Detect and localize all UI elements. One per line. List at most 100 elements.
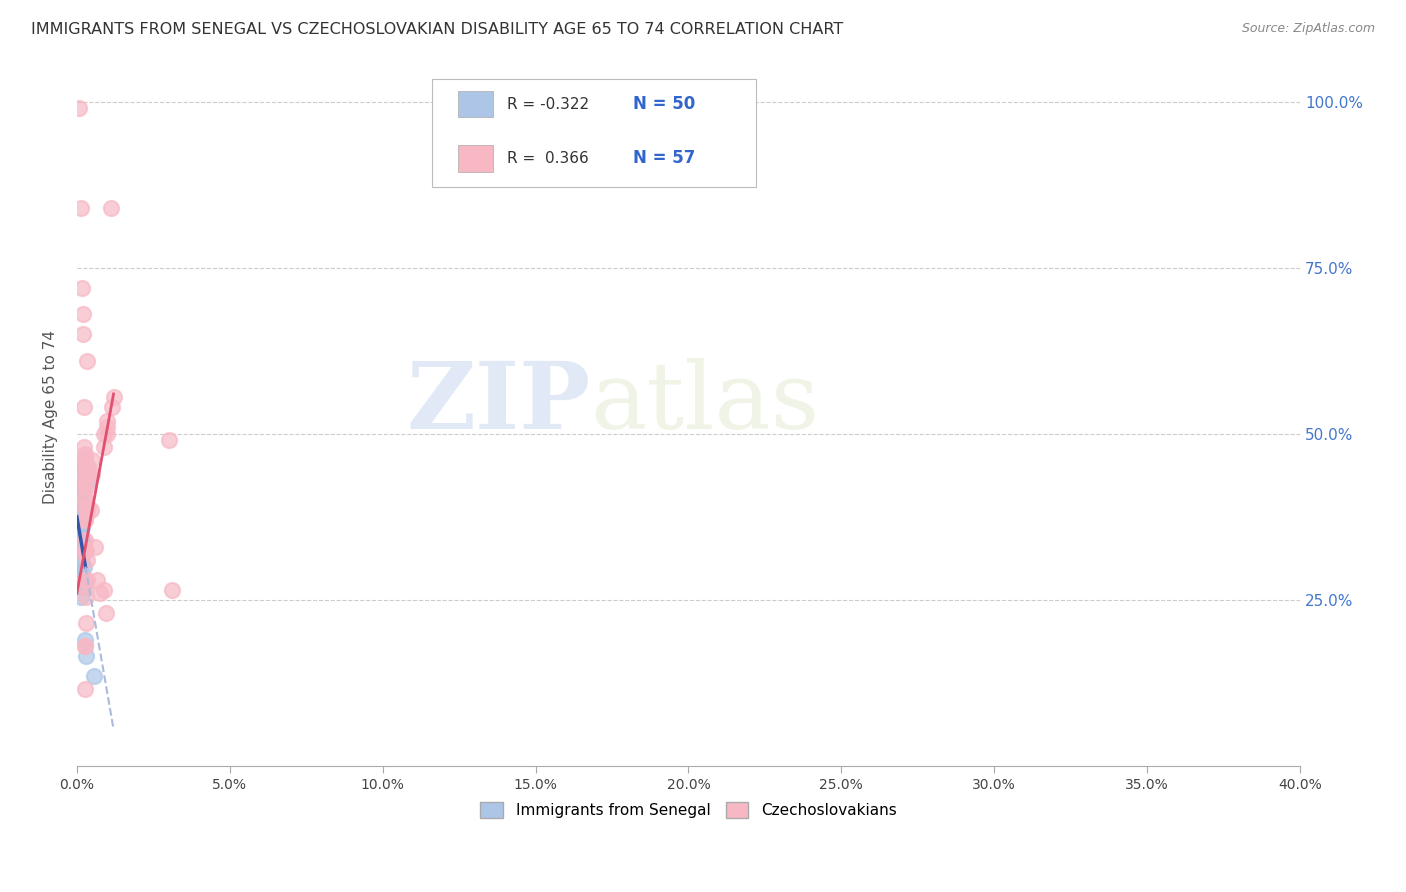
- Point: [69, 580, 91, 594]
- Point: [67, 473, 90, 487]
- Point: [77, 473, 100, 487]
- Point: [73, 513, 96, 527]
- Point: [72, 557, 94, 571]
- Point: [96, 420, 118, 434]
- Point: [69, 573, 91, 587]
- Point: [70, 540, 93, 554]
- Point: [72, 486, 94, 500]
- Point: [69, 559, 91, 574]
- Point: [75, 543, 97, 558]
- Point: [101, 401, 124, 415]
- Point: [69, 543, 91, 558]
- Point: [70, 201, 93, 215]
- Point: [76, 353, 98, 368]
- Point: [69, 509, 91, 524]
- Point: [69, 533, 91, 547]
- Point: [73, 573, 96, 587]
- Point: [72, 576, 94, 591]
- Point: [72, 281, 94, 295]
- Point: [67, 533, 90, 547]
- Text: atlas: atlas: [591, 359, 820, 449]
- Y-axis label: Disability Age 65 to 74: Disability Age 65 to 74: [44, 330, 58, 504]
- Point: [72, 546, 94, 560]
- Point: [70, 566, 93, 581]
- Point: [69, 470, 91, 484]
- Point: [76, 507, 98, 521]
- Point: [69, 516, 91, 531]
- Point: [96, 426, 118, 441]
- Point: [96, 413, 118, 427]
- Text: R =  0.366: R = 0.366: [508, 151, 589, 166]
- Point: [69, 493, 91, 508]
- Point: [73, 447, 96, 461]
- Point: [100, 201, 122, 215]
- Text: Source: ZipAtlas.com: Source: ZipAtlas.com: [1241, 22, 1375, 36]
- Point: [67, 507, 90, 521]
- Point: [70, 523, 93, 537]
- Point: [84, 540, 107, 554]
- Point: [75, 500, 97, 514]
- Point: [73, 450, 96, 464]
- Point: [72, 483, 94, 498]
- Point: [72, 536, 94, 550]
- Text: ZIP: ZIP: [406, 359, 591, 449]
- Point: [75, 450, 97, 464]
- Point: [72, 509, 94, 524]
- Point: [70, 483, 93, 498]
- Point: [76, 553, 98, 567]
- Point: [72, 467, 94, 481]
- Text: IMMIGRANTS FROM SENEGAL VS CZECHOSLOVAKIAN DISABILITY AGE 65 TO 74 CORRELATION C: IMMIGRANTS FROM SENEGAL VS CZECHOSLOVAKI…: [31, 22, 844, 37]
- Point: [75, 460, 97, 475]
- Point: [72, 307, 94, 321]
- Point: [76, 467, 98, 481]
- Point: [75, 476, 97, 491]
- Point: [82, 467, 104, 481]
- Point: [83, 669, 105, 683]
- Point: [75, 543, 97, 558]
- Point: [75, 632, 97, 647]
- Text: R = -0.322: R = -0.322: [508, 96, 589, 112]
- Point: [72, 440, 94, 454]
- Point: [75, 616, 97, 631]
- Point: [75, 457, 97, 471]
- Point: [160, 582, 183, 597]
- Point: [72, 507, 94, 521]
- Point: [69, 557, 91, 571]
- Point: [73, 576, 96, 591]
- Point: [69, 553, 91, 567]
- Point: [69, 546, 91, 560]
- Point: [94, 606, 117, 620]
- Point: [72, 453, 94, 467]
- Point: [72, 470, 94, 484]
- Point: [75, 649, 97, 664]
- Point: [75, 480, 97, 494]
- Point: [72, 480, 94, 494]
- Point: [72, 327, 94, 342]
- Point: [157, 434, 180, 448]
- Point: [72, 559, 94, 574]
- Point: [73, 473, 96, 487]
- Point: [80, 453, 103, 467]
- FancyBboxPatch shape: [458, 145, 492, 172]
- Point: [77, 467, 100, 481]
- Point: [73, 640, 96, 654]
- Point: [72, 453, 94, 467]
- Point: [79, 503, 101, 517]
- Point: [76, 573, 98, 587]
- Point: [75, 640, 97, 654]
- Point: [93, 582, 115, 597]
- Point: [72, 496, 94, 510]
- Point: [72, 520, 94, 534]
- Point: [75, 460, 97, 475]
- Point: [72, 513, 94, 527]
- Point: [70, 590, 93, 604]
- Point: [103, 390, 125, 404]
- Point: [75, 580, 97, 594]
- Point: [72, 453, 94, 467]
- Point: [70, 580, 93, 594]
- Point: [75, 590, 97, 604]
- Point: [72, 457, 94, 471]
- Point: [67, 101, 90, 115]
- Point: [93, 440, 115, 454]
- Legend: Immigrants from Senegal, Czechoslovakians: Immigrants from Senegal, Czechoslovakian…: [474, 797, 903, 824]
